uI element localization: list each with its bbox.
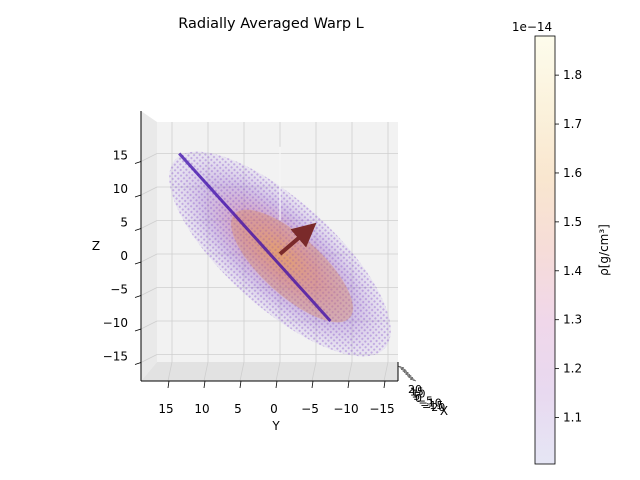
z-tick-label: −5 xyxy=(110,283,128,297)
x-tick-label: 10 xyxy=(412,388,426,401)
x-tick-mark xyxy=(400,368,408,372)
colorbar-tick-label: 1.6 xyxy=(563,166,582,180)
z-tick-label: −15 xyxy=(103,350,128,364)
x-tick-label: 0 xyxy=(415,392,422,405)
x-tick-mark xyxy=(405,373,412,377)
colorbar-tick-label: 1.7 xyxy=(563,117,582,131)
z-tick-label: −10 xyxy=(103,316,128,330)
grid-line-floor xyxy=(311,361,317,382)
colorbar-tick-label: 1.4 xyxy=(563,264,582,278)
z-tick-mark xyxy=(134,261,142,265)
z-tick-mark xyxy=(134,362,142,365)
grid-line-floor xyxy=(167,361,173,382)
x-tick-mark xyxy=(402,370,409,374)
colorbar-label: ρ[g/cm³] xyxy=(597,224,611,276)
y-tick-label: 10 xyxy=(194,402,209,416)
grid-line-floor xyxy=(347,361,353,382)
grid-line-side xyxy=(140,220,158,229)
colorbar-tick-label: 1.3 xyxy=(563,313,582,327)
x-tick-mark xyxy=(403,372,411,375)
y-tick-label: −15 xyxy=(369,402,394,416)
grid-line-side xyxy=(140,153,158,162)
x-tick-mark xyxy=(406,375,414,379)
z-tick-label: 0 xyxy=(120,249,128,263)
x-tick-label: −20 xyxy=(422,401,445,414)
floor-pane xyxy=(141,362,398,381)
grid-line-side xyxy=(140,253,158,263)
z-tick-mark xyxy=(134,194,142,198)
z-axis-ticks: 15 10 5 0 −5 −10 −15 xyxy=(103,149,142,365)
grid-line-side xyxy=(140,354,158,363)
x-tick-label: −5 xyxy=(417,394,433,407)
grid-line-side xyxy=(140,320,158,330)
z-tick-mark xyxy=(134,328,142,332)
y-tick-mark xyxy=(311,380,314,389)
colorbar-ticks: 1.1 1.2 1.3 1.4 1.5 1.6 1.7 1.8 xyxy=(555,68,582,425)
x-tick-label: 5 xyxy=(413,390,420,403)
grid-line-floor xyxy=(203,361,209,382)
z-tick-label: 10 xyxy=(113,182,128,196)
y-tick-label: 0 xyxy=(270,402,278,416)
grid-line-side xyxy=(140,287,158,296)
x-tick-mark xyxy=(399,367,406,370)
z-tick-mark xyxy=(134,228,142,231)
y-tick-mark xyxy=(239,380,242,389)
z-tick-mark xyxy=(134,161,142,164)
colorbar-offset-text: 1e−14 xyxy=(512,20,552,34)
chart-title: Radially Averaged Warp L xyxy=(178,16,364,32)
y-tick-label: −10 xyxy=(333,402,358,416)
colorbar-tick-label: 1.2 xyxy=(563,362,582,376)
y-tick-label: 5 xyxy=(234,402,242,416)
colorbar-tick-label: 1.5 xyxy=(563,215,582,229)
x-tick-label: −15 xyxy=(420,399,443,412)
grid-line-floor xyxy=(275,361,281,382)
colorbar-tick-label: 1.1 xyxy=(563,411,582,425)
z-tick-label: 15 xyxy=(113,149,128,163)
grid-line-side xyxy=(140,186,158,196)
x-tick-mark xyxy=(397,365,405,369)
disk-dense-core xyxy=(231,209,353,323)
x-tick-label: −10 xyxy=(419,397,442,410)
z-axis-label: Z xyxy=(92,239,100,253)
angular-momentum-arrow xyxy=(278,222,317,256)
y-axis-ticks: 15 10 5 0 −5 −10 −15 xyxy=(158,380,395,416)
z-tick-label: 5 xyxy=(120,216,128,230)
x-tick-label: 15 xyxy=(410,385,424,398)
grid-line-floor xyxy=(383,361,389,382)
y-axis-label: Y xyxy=(271,419,280,433)
grid-line-floor xyxy=(239,361,245,382)
x-tick-label: 20 xyxy=(408,383,422,396)
y-tick-mark xyxy=(347,380,350,389)
y-tick-mark xyxy=(203,380,206,389)
y-tick-label: −5 xyxy=(301,402,319,416)
x-axis-label: X xyxy=(440,404,448,418)
warp-midplane-ridge xyxy=(178,152,332,323)
colorbar-gradient xyxy=(534,35,556,465)
left-pane xyxy=(141,111,157,381)
z-tick-mark xyxy=(134,295,142,298)
y-tick-label: 15 xyxy=(158,402,173,416)
colorbar: 1.1 1.2 1.3 1.4 1.5 1.6 1.7 1.8 1e−14 ρ[g/cm³] xyxy=(512,20,611,465)
y-tick-mark xyxy=(383,380,386,389)
y-tick-mark xyxy=(167,380,170,389)
colorbar-tick-label: 1.8 xyxy=(563,68,582,82)
x-tick-mark xyxy=(409,378,417,382)
x-tick-mark xyxy=(408,377,415,380)
y-tick-mark xyxy=(275,380,278,389)
